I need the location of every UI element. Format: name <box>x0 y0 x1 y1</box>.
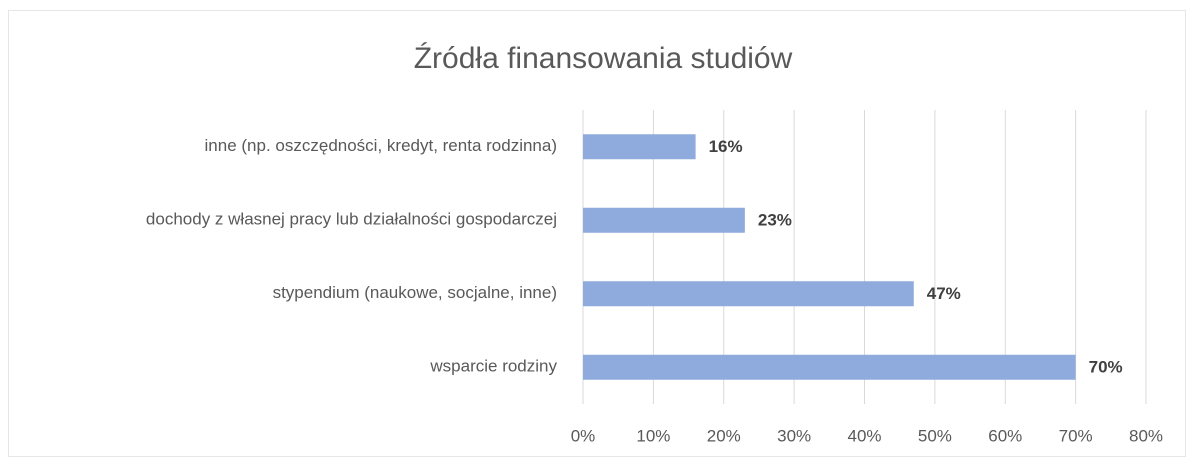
y-tick-label: inne (np. oszczędności, kredyt, renta ro… <box>205 136 557 155</box>
bar <box>583 134 696 160</box>
y-tick-label: dochody z własnej pracy lub działalności… <box>146 210 557 229</box>
bar <box>583 207 745 233</box>
x-tick-label: 70% <box>1059 426 1093 445</box>
bar <box>583 354 1076 380</box>
x-tick-label: 80% <box>1129 426 1163 445</box>
x-tick-label: 20% <box>707 426 741 445</box>
data-label: 23% <box>758 211 792 230</box>
x-tick-label: 60% <box>988 426 1022 445</box>
x-tick-label: 10% <box>636 426 670 445</box>
data-label: 70% <box>1089 358 1123 377</box>
x-tick-label: 40% <box>847 426 881 445</box>
x-tick-label: 50% <box>918 426 952 445</box>
data-label: 47% <box>927 284 961 303</box>
y-tick-label: stypendium (naukowe, socjalne, inne) <box>273 283 557 302</box>
x-tick-label: 30% <box>777 426 811 445</box>
x-tick-label: 0% <box>571 426 596 445</box>
chart-title: Źródła finansowania studiów <box>414 42 793 75</box>
y-tick-label: wsparcie rodziny <box>429 357 557 376</box>
data-label: 16% <box>709 137 743 156</box>
chart-border <box>8 10 1186 457</box>
bar <box>583 281 914 307</box>
